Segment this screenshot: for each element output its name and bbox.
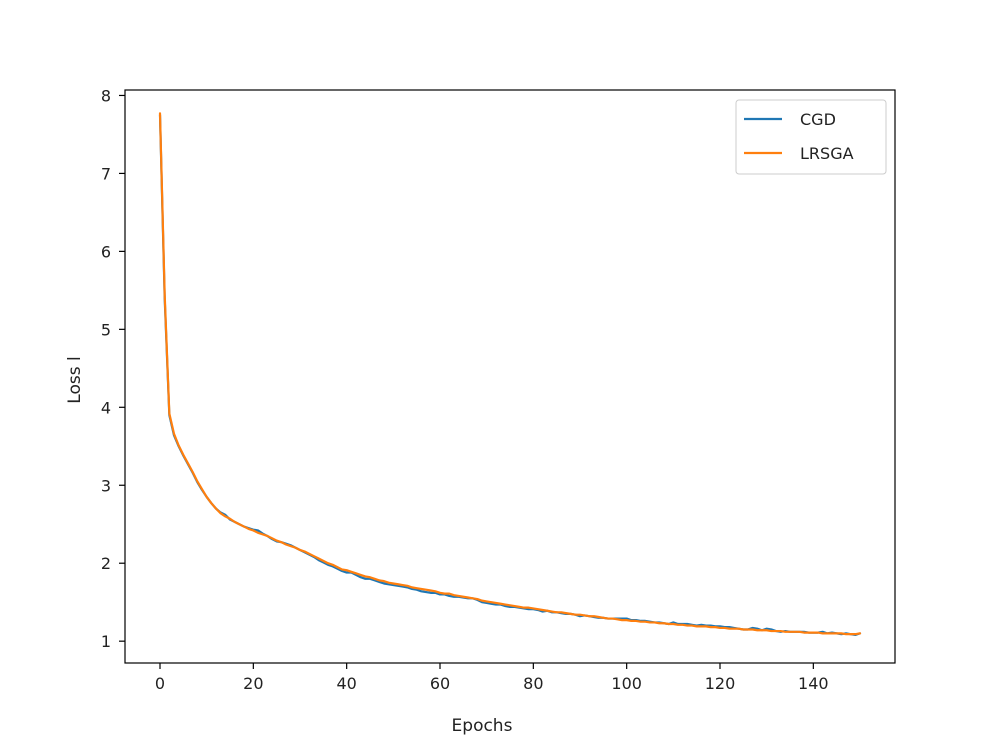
x-tick-label: 140 [798,674,829,693]
y-tick-label: 8 [101,86,111,105]
y-tick-label: 6 [101,242,111,261]
y-tick-label: 2 [101,554,111,573]
y-axis-label: Loss l [65,356,85,403]
legend-label-cgd: CGD [800,110,836,129]
x-tick-label: 40 [336,674,356,693]
y-tick-label: 7 [101,164,111,183]
y-tick-label: 1 [101,632,111,651]
y-tick-label: 3 [101,476,111,495]
legend: CGD LRSGA [735,99,887,175]
x-tick-label: 20 [243,674,263,693]
plot-frame [124,89,896,664]
y-tick-label: 4 [101,398,111,417]
legend-label-lrsga: LRSGA [800,144,854,163]
x-tick-label: 60 [430,674,450,693]
x-axis-label: Epochs [452,716,513,736]
y-tick-label: 5 [101,320,111,339]
axes-layer: 0 20 40 60 80 100 120 140 1 2 3 4 5 6 7 8 [101,86,896,693]
x-tick-label: 100 [611,674,642,693]
x-tick-label: 120 [705,674,736,693]
series-line-lrsga [158,112,862,636]
x-tick-label: 80 [523,674,543,693]
series-layer [158,112,862,637]
x-tick-label: 0 [155,674,165,693]
